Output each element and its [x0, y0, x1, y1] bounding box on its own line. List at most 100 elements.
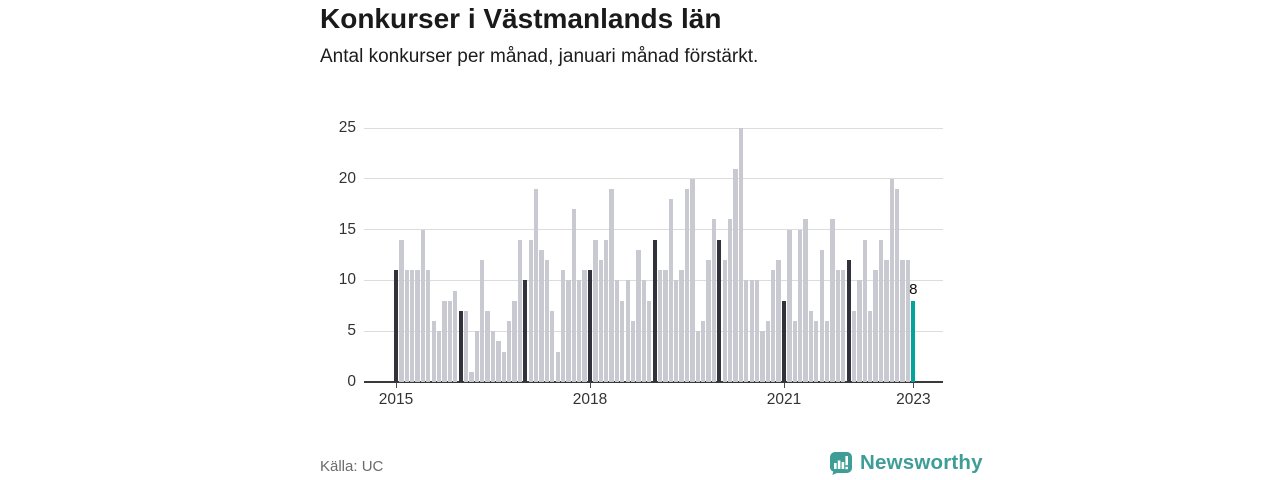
bar-2017-10 — [571, 209, 576, 382]
bar-2016-08 — [496, 341, 501, 382]
newsworthy-logo-icon — [830, 452, 852, 475]
bar-2022-08 — [884, 260, 889, 382]
bar-2022-02 — [851, 310, 857, 382]
y-axis-label: 25 — [338, 119, 356, 136]
bar-2021-08 — [819, 249, 824, 382]
bar-2017-03 — [533, 188, 539, 382]
bar-2019-05 — [674, 280, 679, 382]
bar-2015-08 — [431, 321, 436, 382]
bar-2017-06 — [550, 310, 555, 382]
bar-2020-08 — [754, 280, 760, 382]
bar-2018-12 — [647, 300, 652, 382]
x-axis-label: 2021 — [766, 391, 802, 408]
bar-2022-06 — [873, 270, 878, 382]
y-axis-label: 20 — [338, 169, 356, 187]
bar-2022-04 — [862, 239, 867, 382]
gridline — [364, 127, 943, 129]
bar-2020-02 — [722, 260, 727, 382]
bar-2018-01 — [587, 270, 593, 382]
bar-2020-01 — [717, 239, 722, 382]
gridline — [364, 178, 943, 180]
bar-value-label: 8 — [909, 280, 918, 298]
y-axis-label: 10 — [338, 271, 356, 289]
source-note: Källa: UC — [320, 458, 384, 475]
bar-2020-10 — [765, 321, 770, 382]
bar-2019-11 — [706, 260, 711, 382]
bar-2022-09 — [889, 178, 894, 382]
bar-2017-09 — [566, 280, 571, 382]
bar-2021-12 — [841, 270, 846, 382]
bar-2021-06 — [808, 310, 814, 382]
bar-2021-11 — [835, 270, 841, 382]
bar-2019-01 — [652, 239, 657, 382]
bar-2015-03 — [404, 270, 409, 382]
bar-2019-06 — [679, 270, 684, 382]
bar-2016-03 — [469, 371, 474, 382]
bar-2019-03 — [663, 270, 668, 382]
bar-2018-07 — [620, 300, 625, 382]
bar-2015-05 — [415, 270, 420, 382]
x-axis-line — [364, 381, 943, 383]
bar-2020-12 — [776, 260, 781, 382]
bar-2021-01 — [781, 300, 787, 382]
bar-2022-12 — [905, 260, 911, 382]
bar-2021-03 — [792, 321, 797, 382]
newsworthy-logo-text: Newsworthy — [860, 451, 983, 474]
bar-2021-07 — [814, 321, 819, 382]
bar-2022-10 — [895, 188, 900, 382]
bar-2015-12 — [453, 290, 458, 382]
bar-2020-04 — [733, 168, 738, 382]
bar-2022-03 — [857, 280, 862, 382]
bar-2021-02 — [787, 229, 792, 382]
bar-2019-10 — [701, 321, 706, 382]
bar-2020-07 — [749, 280, 754, 382]
bar-2019-09 — [695, 331, 700, 382]
bar-2017-01 — [523, 280, 528, 382]
bar-2019-04 — [668, 199, 673, 382]
bar-2016-09 — [501, 351, 506, 382]
bar-2016-11 — [512, 300, 517, 382]
bar-2018-03 — [598, 260, 603, 382]
bar-2018-10 — [636, 249, 641, 382]
bar-2015-09 — [436, 331, 442, 382]
bar-2016-05 — [480, 260, 485, 382]
bar-2018-05 — [609, 188, 614, 382]
bar-2018-06 — [614, 280, 620, 382]
bar-2016-12 — [517, 239, 523, 382]
bar-2017-04 — [539, 249, 544, 382]
bar-2022-05 — [868, 310, 873, 382]
bar-2016-01 — [458, 310, 463, 382]
bar-2019-12 — [711, 219, 717, 382]
bar-2022-11 — [900, 260, 905, 382]
x-axis-tick — [396, 383, 397, 388]
bar-2018-08 — [625, 280, 630, 382]
bar-2020-09 — [760, 331, 765, 382]
bar-2019-07 — [684, 188, 690, 382]
gridline — [364, 229, 943, 231]
bar-2015-11 — [447, 300, 453, 382]
bar-2017-05 — [544, 260, 550, 382]
bar-2020-03 — [727, 219, 733, 382]
bar-2015-01 — [393, 270, 399, 382]
x-axis-tick — [590, 383, 591, 388]
x-axis-tick — [784, 383, 785, 388]
y-axis-label: 5 — [347, 322, 356, 340]
x-axis-label: 2023 — [896, 391, 931, 408]
chart-subtitle: Antal konkurser per månad, januari månad… — [320, 46, 759, 67]
x-axis-label: 2015 — [378, 391, 414, 408]
bar-2022-07 — [878, 239, 884, 382]
bar-2019-08 — [690, 178, 695, 382]
bar-2017-08 — [560, 270, 566, 382]
bar-2015-02 — [399, 239, 404, 382]
bar-2018-04 — [604, 239, 609, 382]
y-axis-label: 15 — [338, 220, 356, 238]
bar-2021-05 — [803, 219, 808, 382]
bar-2023-01 — [911, 300, 916, 382]
bar-2020-06 — [744, 280, 749, 382]
bar-2017-12 — [582, 270, 587, 382]
newsworthy-logo: Newsworthy — [829, 451, 983, 475]
bar-2016-04 — [474, 331, 479, 382]
bar-2020-05 — [738, 128, 744, 382]
